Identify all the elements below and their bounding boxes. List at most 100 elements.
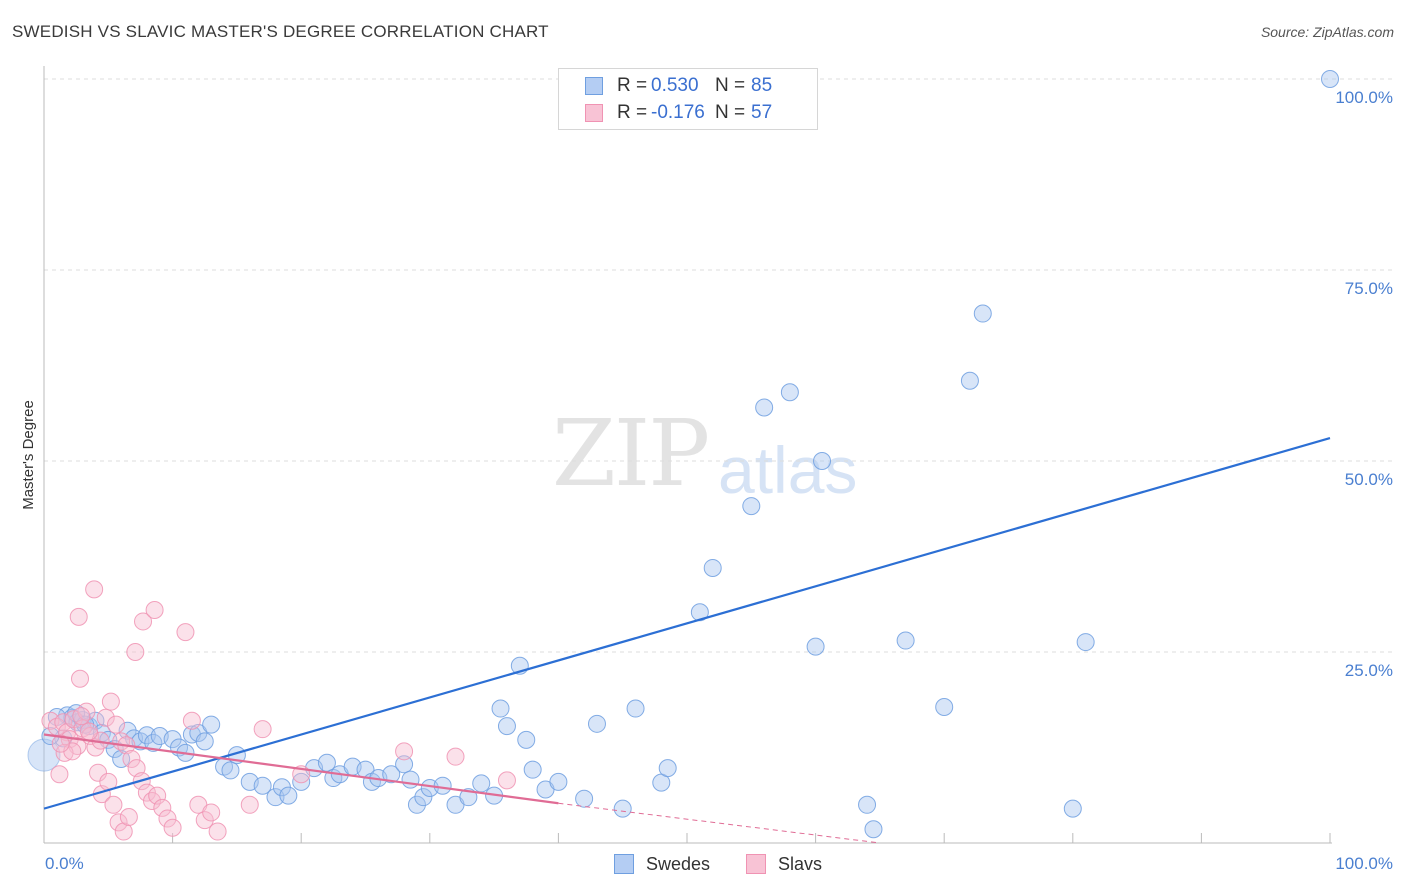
swedes-point <box>414 788 433 807</box>
slavs-point <box>176 623 195 642</box>
swedes-point <box>292 772 311 791</box>
swedes-point <box>1076 633 1095 652</box>
swedes-point <box>587 714 606 733</box>
slavs-point <box>240 795 259 814</box>
swedes-point <box>407 795 426 814</box>
swedes-point <box>1321 70 1339 88</box>
swedes-point <box>491 699 510 718</box>
swedes-point <box>497 717 516 736</box>
slavs-trend-extension <box>558 802 880 844</box>
axes <box>43 66 1332 844</box>
slavs-point <box>54 713 73 732</box>
slavs-point <box>109 813 128 832</box>
swedes-point <box>626 699 645 718</box>
swedes-point <box>382 765 401 784</box>
n-value: 85 <box>751 75 773 96</box>
swedes-point <box>935 698 954 717</box>
slavs-point <box>80 722 99 741</box>
swedes-point <box>658 759 677 778</box>
bottom-legend-swedes: Swedes <box>614 852 710 876</box>
slavs-point <box>253 720 272 739</box>
swedes-trend-line <box>43 437 1331 810</box>
slavs-point <box>158 809 177 828</box>
slavs-point <box>85 580 104 599</box>
swedes-point <box>118 721 137 740</box>
slavs-point <box>51 734 70 753</box>
bottom-legend-slavs: Slavs <box>746 852 822 876</box>
swedes-point <box>549 772 568 791</box>
swedes-point <box>137 726 156 745</box>
swedes-point <box>613 799 632 818</box>
r-value: -0.176 <box>651 102 705 123</box>
slavs-point <box>50 765 69 784</box>
swedes-point <box>864 820 883 839</box>
swedes-swatch-icon <box>585 77 603 95</box>
slavs-point <box>96 708 115 727</box>
slavs-point <box>107 715 126 734</box>
slavs-point <box>126 643 145 661</box>
slavs-point <box>119 808 138 827</box>
slavs-point <box>446 747 465 766</box>
swedes-point <box>202 715 221 734</box>
slavs-point <box>145 600 164 619</box>
swedes-point <box>858 795 877 814</box>
swedes-cluster-point <box>27 738 61 772</box>
swedes-point <box>253 776 272 795</box>
slavs-point <box>208 822 227 841</box>
swedes-point <box>112 749 131 768</box>
slavs-point <box>55 743 74 762</box>
slavs-point <box>71 669 90 688</box>
slavs-point <box>395 742 414 761</box>
watermark-atlas: atlas <box>718 433 858 507</box>
slavs-point <box>122 749 141 768</box>
n-label: N = <box>715 75 746 96</box>
swedes-point <box>195 732 214 751</box>
swedes-legend-icon <box>614 854 634 874</box>
slavs-point <box>143 791 162 810</box>
trend-lines <box>43 437 1331 844</box>
r-label: R = <box>617 102 648 123</box>
swedes-point <box>395 755 414 774</box>
tick-labels: 100.0% 75.0% 50.0% 25.0% 0.0% 100.0% <box>45 88 1393 873</box>
y-tick-label: 100.0% <box>1335 88 1393 107</box>
swedes-point <box>221 761 240 780</box>
slavs-legend-label: Slavs <box>778 853 823 874</box>
slavs-point <box>497 771 516 790</box>
slavs-point <box>182 711 201 730</box>
swedes-point <box>1063 799 1082 818</box>
swedes-point <box>813 452 832 470</box>
legend-row-swedes: R = 0.530 N = 85 <box>585 74 772 98</box>
chart-title: SWEDISH VS SLAVIC MASTER'S DEGREE CORREL… <box>12 22 549 41</box>
swedes-point <box>517 730 536 749</box>
swedes-point <box>703 558 722 577</box>
r-label: R = <box>617 75 648 96</box>
slavs-point <box>104 795 123 814</box>
n-label: N = <box>715 102 746 123</box>
y-tick-label: 25.0% <box>1345 661 1393 680</box>
slavs-point <box>134 612 153 631</box>
swedes-point <box>523 760 542 779</box>
watermark-zip: ZIP <box>552 400 710 507</box>
swedes-point <box>575 789 594 808</box>
swedes-point <box>806 637 825 656</box>
x-tick-label: 100.0% <box>1335 854 1393 873</box>
slavs-point <box>195 811 214 830</box>
n-value: 57 <box>751 102 773 123</box>
slavs-point <box>153 798 172 817</box>
swedes-point <box>742 497 761 516</box>
swedes-point <box>755 398 774 417</box>
slavs-point <box>101 692 120 711</box>
x-tick-label: 0.0% <box>45 854 84 873</box>
swedes-point <box>472 774 491 793</box>
slavs-point <box>202 803 221 822</box>
swedes-point <box>279 786 298 805</box>
data-points <box>27 70 1339 841</box>
y-tick-label: 50.0% <box>1345 470 1393 489</box>
slavs-trend-line <box>43 733 559 805</box>
r-value: 0.530 <box>651 75 699 96</box>
slavs-point <box>137 783 156 802</box>
slavs-point <box>163 818 182 837</box>
swedes-point <box>896 631 915 650</box>
swedes-point <box>960 371 979 390</box>
slavs-point <box>89 763 108 782</box>
